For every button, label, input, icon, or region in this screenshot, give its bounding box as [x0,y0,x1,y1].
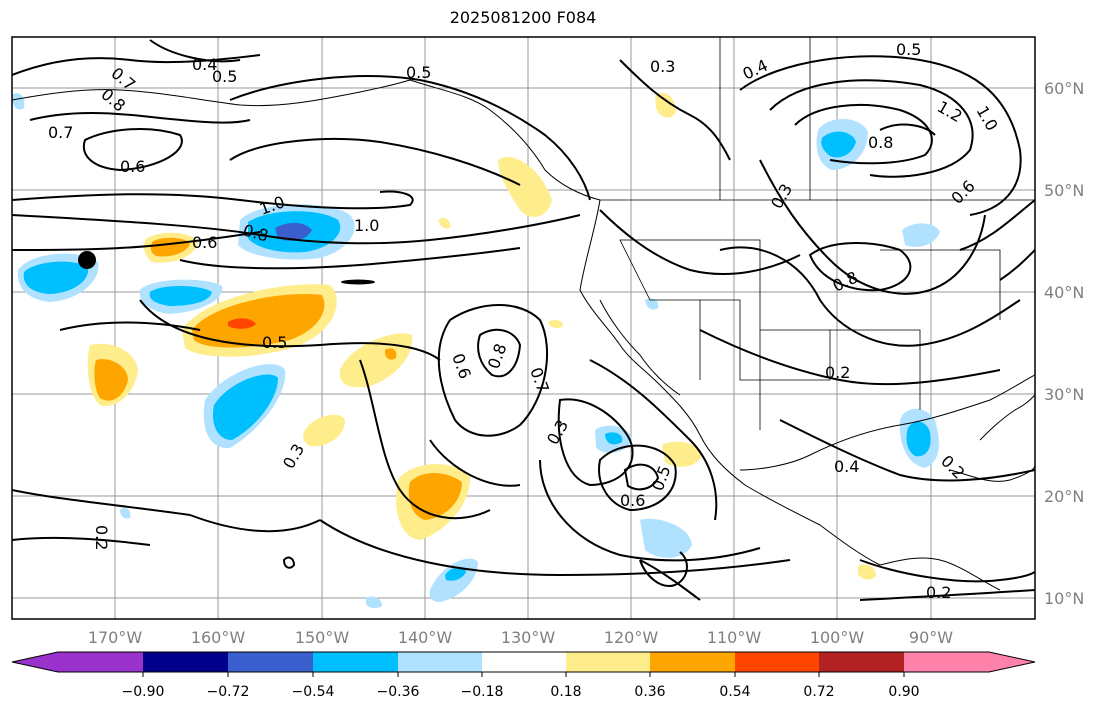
contour-label: 0.5 [212,67,237,86]
contour-lines [12,39,1035,601]
contour-label: 1.0 [354,216,379,235]
contour-label: 0.2 [92,525,111,550]
lat-tick-label: 10°N [1044,589,1084,608]
shaded-anomalies [12,93,940,609]
colorbar-tick-label: −0.54 [292,684,335,700]
lat-tick-label: 30°N [1044,385,1084,404]
colorbar [11,651,1036,677]
map-area [12,37,1035,619]
contour-label: 0.4 [834,457,859,476]
location-marker [78,251,96,269]
lon-tick-label: 140°W [398,628,453,647]
lon-tick-label: 90°W [909,628,953,647]
colorbar-tick-label: 0.90 [888,684,919,700]
contour-label: 0.6 [192,233,217,252]
lon-tick-label: 110°W [707,628,762,647]
coastlines [12,37,1035,591]
lon-tick-label: 130°W [501,628,556,647]
colorbar-tick-label: −0.36 [377,684,420,700]
contour-label: 0.8 [868,133,893,152]
lat-tick-label: 60°N [1044,79,1084,98]
contour-label: 0.3 [650,57,675,76]
colorbar-tick-label: 0.54 [719,684,750,700]
contour-dash [341,279,375,285]
colorbar-tick-label: 0.72 [803,684,834,700]
lat-axis: 10°N 20°N 30°N 40°N 50°N 60°N [1044,79,1084,608]
colorbar-tick-label: −0.90 [122,684,165,700]
colorbar-extend-low [12,652,58,672]
lon-tick-label: 160°W [191,628,246,647]
lat-tick-label: 20°N [1044,487,1084,506]
lon-axis: 170°W 160°W 150°W 140°W 130°W 120°W 110°… [88,628,953,647]
lon-tick-label: 170°W [88,628,143,647]
contour-label: 0.6 [120,157,145,176]
contour-label: 0.7 [48,123,73,142]
lon-tick-label: 100°W [810,628,865,647]
contour-label: 0.5 [406,63,431,82]
lon-tick-label: 120°W [604,628,659,647]
colorbar-ticks: −0.90 −0.72 −0.54 −0.36 −0.18 0.18 0.36 … [122,684,920,700]
map-title: 2025081200 F084 [449,8,597,27]
contour-label: 0.5 [262,333,287,352]
colorbar-extend-high [989,652,1035,672]
map-border [11,36,1036,620]
contour-label: 0.6 [620,491,645,510]
lat-tick-label: 50°N [1044,181,1084,200]
contour-label: 0.2 [825,363,850,382]
colorbar-tick-label: 0.18 [550,684,581,700]
contour-label: 0.4 [192,55,217,74]
lon-tick-label: 150°W [295,628,350,647]
colorbar-tick-label: 0.36 [634,684,665,700]
colorbar-tick-label: −0.18 [461,684,504,700]
contour-label: 0.5 [896,40,921,59]
contour-label: 0.2 [926,583,951,602]
lat-tick-label: 40°N [1044,283,1084,302]
colorbar-tick-label: −0.72 [207,684,250,700]
